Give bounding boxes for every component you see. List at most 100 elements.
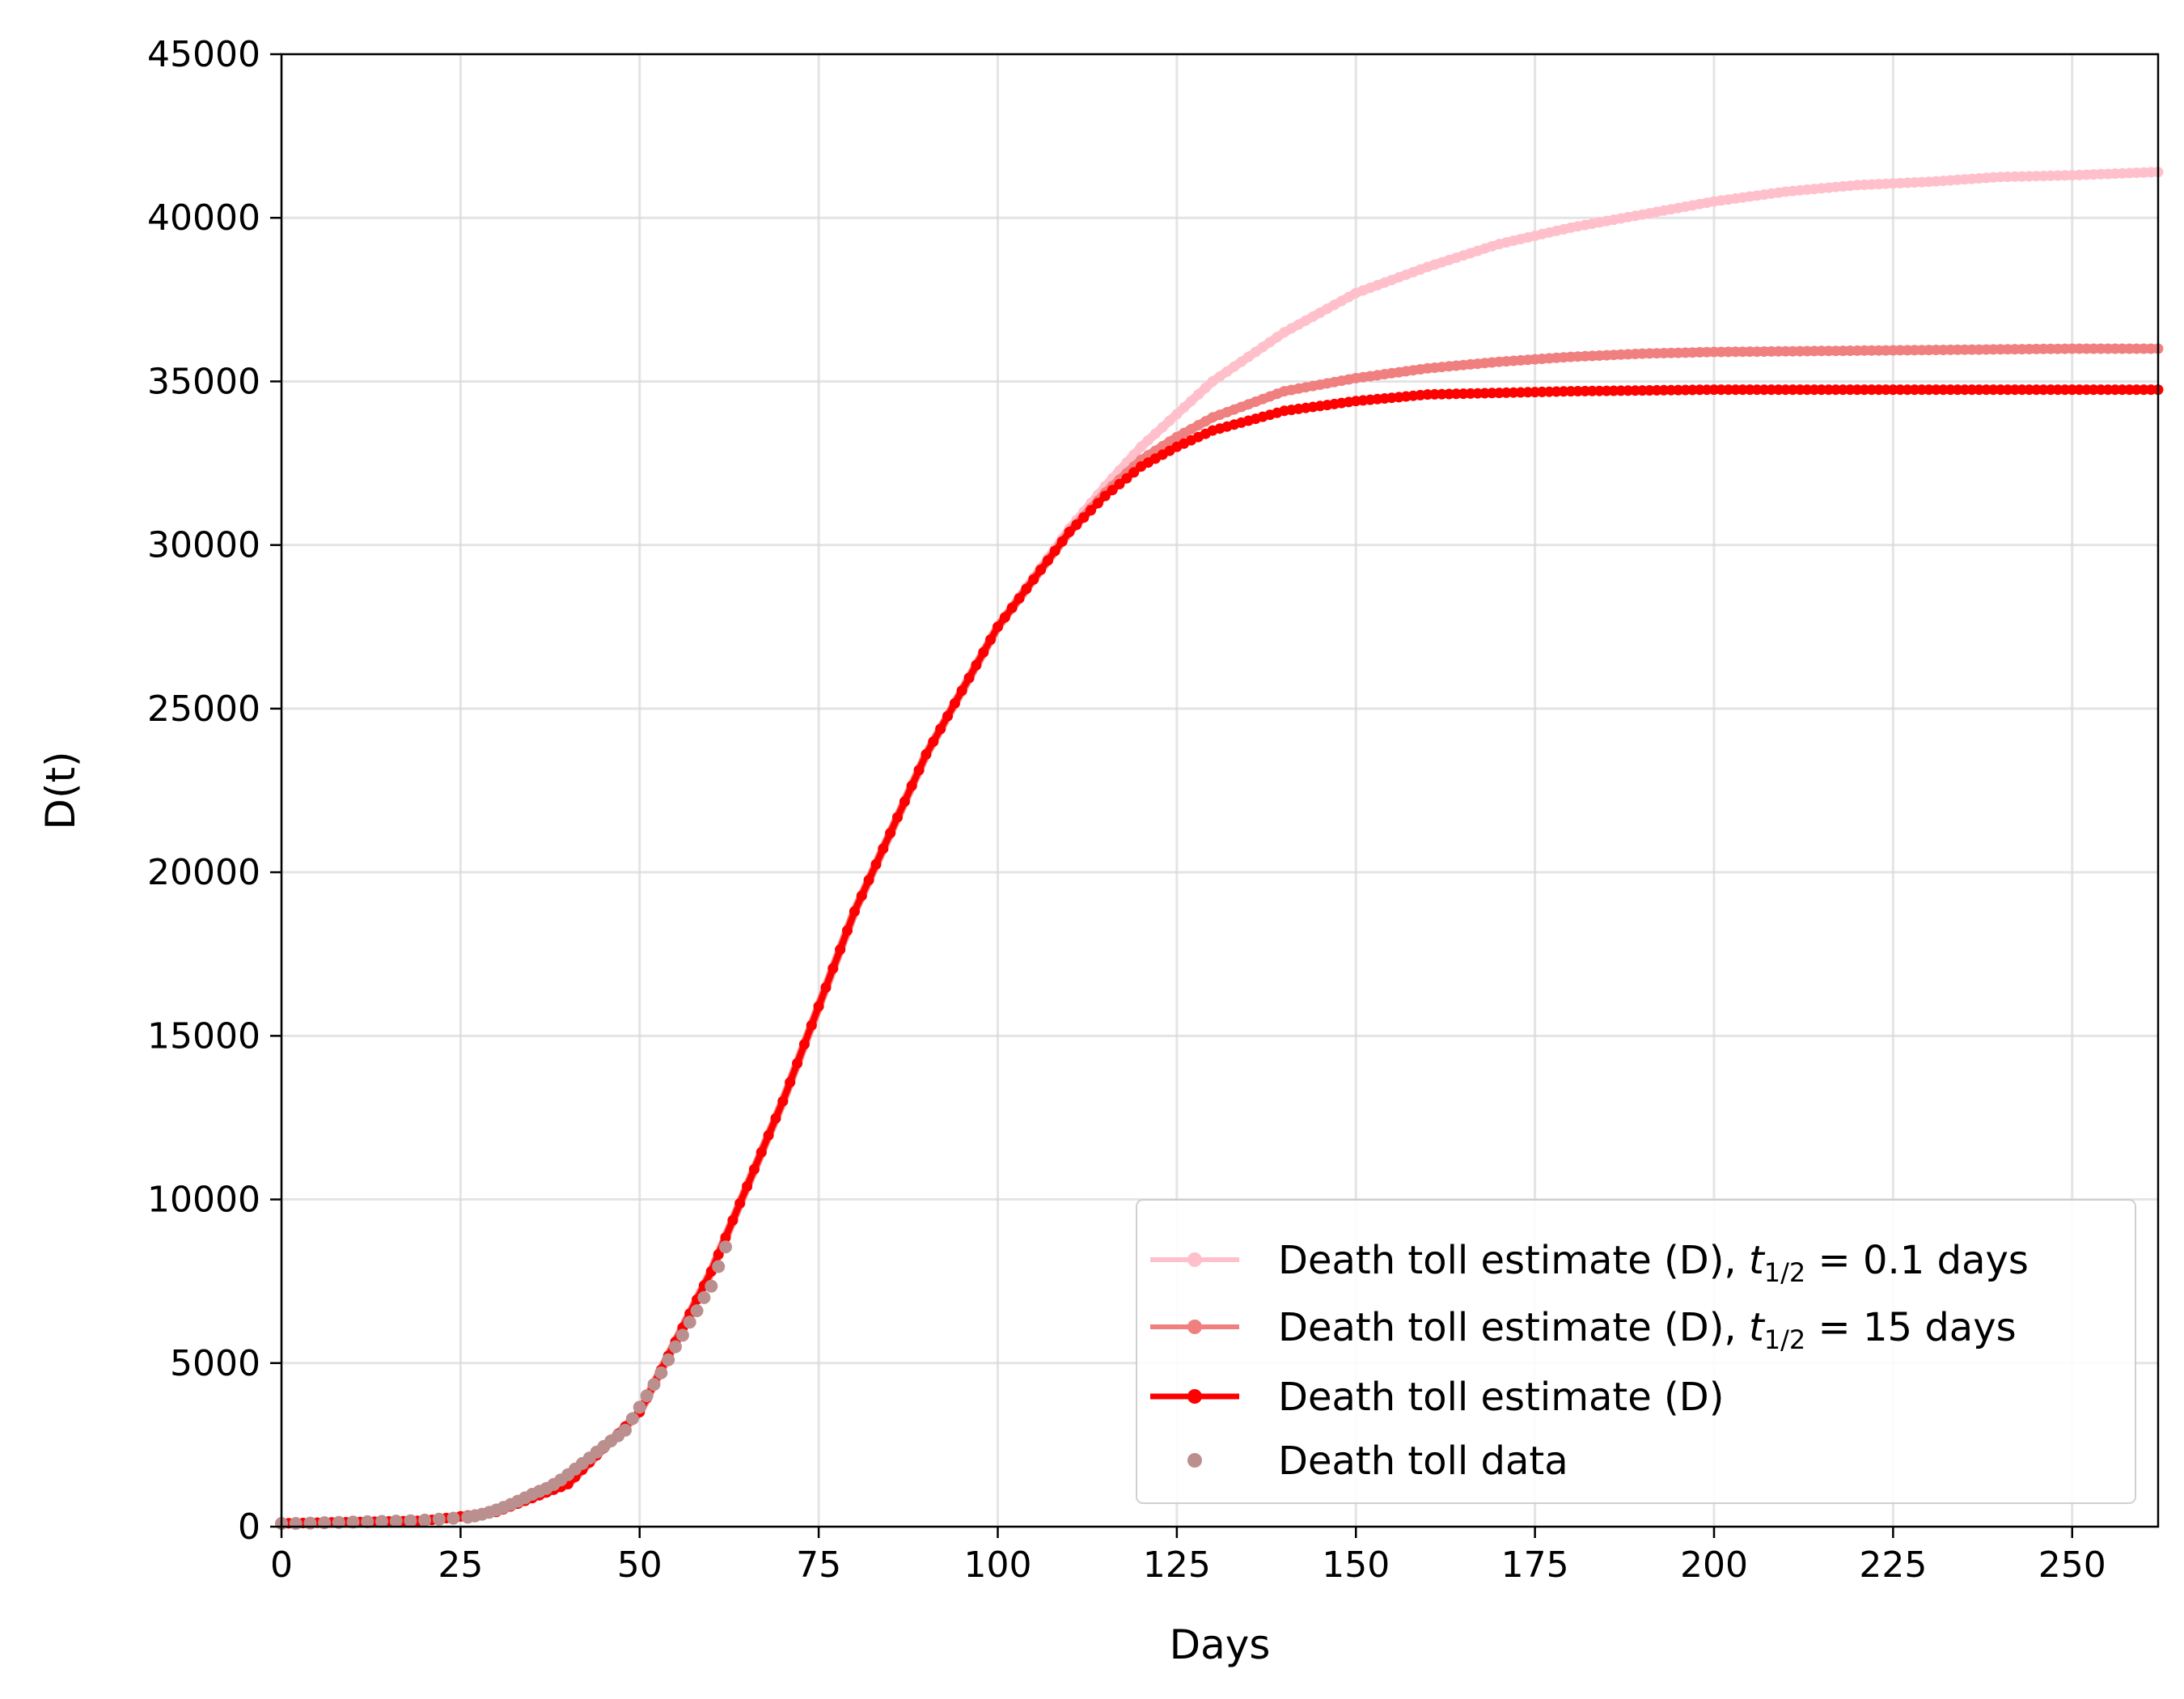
data-point	[640, 1389, 654, 1403]
data-point	[719, 1240, 732, 1254]
series-point	[770, 1112, 781, 1124]
series-point	[785, 1077, 796, 1088]
series-point	[971, 659, 982, 671]
series-point	[734, 1197, 746, 1209]
series-point	[1844, 384, 1856, 396]
series-point	[1894, 345, 1906, 356]
series-point	[978, 646, 989, 658]
legend-marker	[1187, 1389, 1202, 1404]
data-point	[705, 1279, 718, 1293]
series-point	[870, 858, 882, 870]
plot-frame	[280, 53, 2160, 1528]
series-point	[878, 843, 889, 854]
series-layer	[275, 167, 2164, 1530]
series-point	[1099, 490, 1111, 502]
series-point	[1780, 384, 1791, 396]
series-point	[1049, 545, 1060, 557]
x-tick-label: 0	[270, 1544, 293, 1586]
y-tick-label: 25000	[147, 688, 260, 730]
series-point	[1164, 415, 1175, 426]
series-point	[849, 906, 860, 917]
series-point	[1780, 345, 1791, 357]
series-point	[2002, 384, 2013, 396]
series-point	[1751, 384, 1763, 396]
y-tick-label: 45000	[147, 34, 260, 75]
series-point	[906, 780, 917, 791]
series-point	[2067, 384, 2078, 396]
series-point	[1859, 384, 1870, 396]
series-point	[1035, 564, 1047, 575]
y-tick-label: 10000	[147, 1180, 260, 1221]
series-point	[798, 1039, 810, 1050]
x-tick-label: 100	[964, 1544, 1032, 1586]
series-point	[1157, 422, 1168, 433]
series-point	[1171, 409, 1183, 420]
series-point	[748, 1163, 760, 1175]
series-point	[1107, 485, 1118, 496]
y-tick-label: 30000	[147, 525, 260, 566]
series-point	[949, 697, 960, 709]
y-tick-label: 0	[238, 1506, 260, 1548]
series-point	[1149, 428, 1161, 439]
series-point	[2009, 384, 2021, 396]
x-tick-label: 50	[617, 1544, 662, 1586]
series-point	[921, 749, 932, 760]
series-point	[742, 1180, 753, 1192]
series-point	[1766, 384, 1777, 396]
series-point	[763, 1129, 774, 1141]
series-point	[1931, 384, 1941, 396]
data-point	[712, 1260, 726, 1273]
data-point	[619, 1423, 632, 1437]
series-point	[892, 811, 903, 823]
series-point	[2038, 384, 2049, 396]
series-point	[727, 1214, 739, 1226]
series-point	[993, 621, 1003, 633]
legend-entry: Death toll estimate (D), t1/2 = 15 days	[1150, 1305, 2017, 1355]
data-point	[662, 1353, 675, 1366]
x-axis-label: Days	[1170, 1621, 1271, 1668]
x-tick-label: 150	[1322, 1544, 1390, 1586]
series-point	[756, 1146, 767, 1158]
y-tick-label: 15000	[147, 1015, 260, 1057]
series-point	[1006, 602, 1018, 613]
series-point	[2102, 384, 2114, 396]
data-point	[690, 1304, 704, 1318]
series-point	[827, 963, 839, 974]
data-point	[389, 1515, 403, 1528]
data-point	[633, 1400, 646, 1414]
series-point	[863, 875, 874, 886]
series-point	[1086, 505, 1097, 516]
x-tick-label: 125	[1143, 1544, 1211, 1586]
y-tick-label: 40000	[147, 197, 260, 239]
series-point	[1064, 527, 1075, 537]
x-tick-label: 250	[2038, 1544, 2106, 1586]
legend-marker	[1187, 1453, 1202, 1468]
data-point	[683, 1316, 696, 1329]
data-point	[647, 1378, 661, 1392]
series-point	[1192, 389, 1204, 400]
series-point	[813, 1001, 824, 1012]
series-point	[1021, 583, 1032, 595]
series-point	[2102, 343, 2114, 354]
series-point	[1028, 574, 1039, 585]
series-point	[1128, 467, 1140, 478]
series-3	[275, 1240, 732, 1530]
series-point	[2131, 343, 2142, 354]
data-point	[654, 1366, 668, 1379]
data-point	[625, 1412, 639, 1426]
series-point	[956, 685, 967, 697]
data-point	[432, 1512, 446, 1526]
series-point	[899, 796, 910, 807]
series-point	[2009, 344, 2021, 355]
data-point	[675, 1328, 689, 1342]
x-tick-label: 225	[1859, 1544, 1927, 1586]
series-point	[1974, 384, 1985, 396]
series-point	[1866, 384, 1877, 396]
series-point	[1801, 384, 1813, 396]
series-point	[1078, 512, 1090, 523]
series-point	[1816, 345, 1827, 357]
legend-entry: Death toll estimate (D), t1/2 = 0.1 days	[1150, 1238, 2029, 1288]
series-point	[1200, 383, 1211, 393]
series-point	[2088, 384, 2099, 396]
